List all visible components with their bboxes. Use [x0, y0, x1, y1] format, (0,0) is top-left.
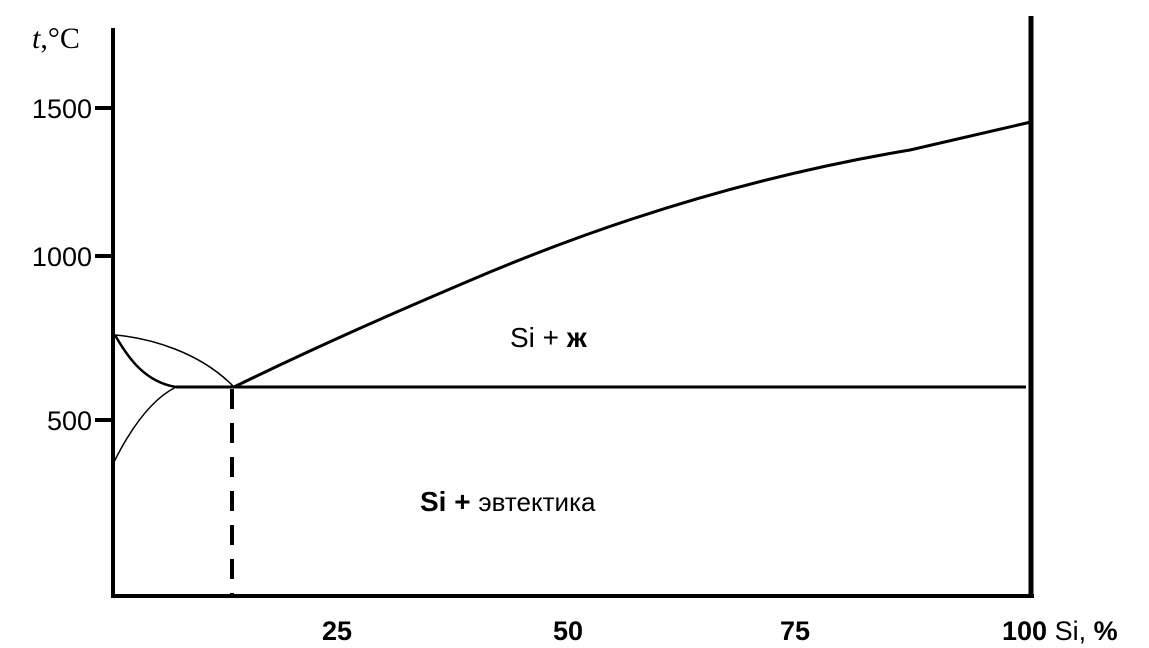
region-si-eutectic-word: эвтектика	[478, 487, 596, 517]
liquidus-al-curve	[114, 334, 235, 388]
x-tick-label-50: 50	[553, 616, 583, 646]
solvus-curve	[113, 386, 177, 463]
liquidus-si-curve	[233, 120, 1032, 389]
region-label-si-eutectic: Si + эвтектика	[420, 486, 596, 517]
solidus-al-curve	[113, 334, 177, 389]
y-axis-title-unit: ,°C	[40, 22, 80, 55]
y-tick-label-1000: 1000	[32, 242, 92, 272]
y-tick-label-1500: 1500	[32, 94, 92, 124]
y-axis-title: t,°C	[32, 22, 80, 55]
region-si-liquid-zh: ж	[566, 322, 588, 353]
region-si-eutectic-plus: +	[446, 486, 478, 517]
y-axis-title-t: t	[32, 22, 41, 55]
x-axis-title-100: 100	[1002, 616, 1047, 646]
region-si-liquid-prefix: Si +	[510, 322, 567, 353]
region-label-si-liquid: Si + ж	[510, 322, 588, 353]
region-si-eutectic-si: Si	[420, 486, 446, 517]
x-axis-title: 100 Si, %	[1002, 616, 1118, 646]
x-tick-label-75: 75	[780, 616, 810, 646]
x-axis-title-percent: %	[1094, 616, 1118, 646]
x-axis-title-unit: Si,	[1047, 616, 1094, 646]
x-tick-label-25: 25	[322, 616, 352, 646]
y-tick-label-500: 500	[47, 406, 92, 436]
